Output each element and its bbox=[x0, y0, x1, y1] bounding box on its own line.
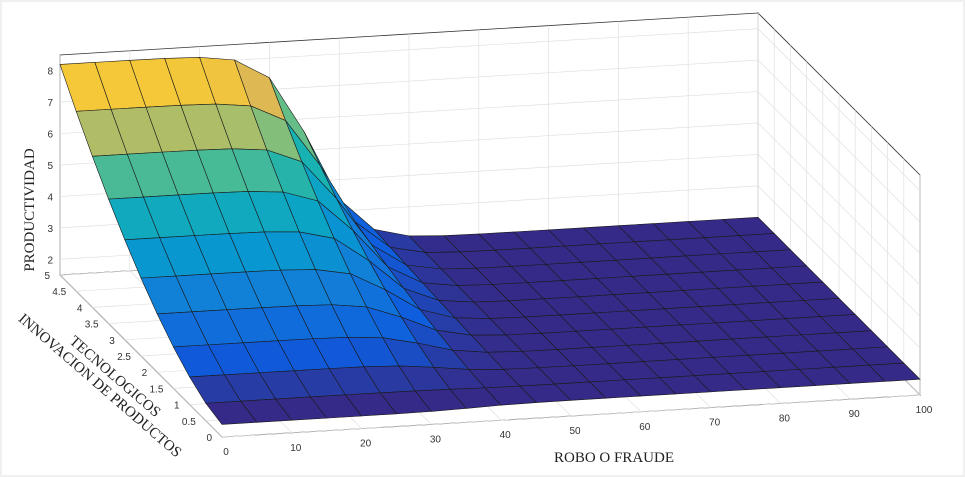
x-tick-label: 20 bbox=[360, 439, 372, 450]
y-tick-label: 3 bbox=[109, 336, 115, 347]
x-tick-label: 100 bbox=[916, 405, 933, 416]
z-tick-label: 6 bbox=[47, 130, 53, 141]
y-tick-label: 0.5 bbox=[182, 417, 196, 428]
x-tick-label: 40 bbox=[500, 430, 512, 441]
grid-line-z bbox=[59, 59, 921, 223]
grid-line-y bbox=[221, 175, 921, 438]
y-tick-label: 5 bbox=[44, 271, 50, 282]
y-tick-label: 2 bbox=[142, 368, 148, 379]
y-tick-label: 1.5 bbox=[149, 384, 163, 395]
z-tick-label: 3 bbox=[47, 224, 53, 235]
y-tick-label: 0 bbox=[206, 433, 212, 444]
y-tick-label: 2.5 bbox=[117, 352, 131, 363]
surface-mesh bbox=[59, 56, 921, 425]
x-axis-label: ROBO O FRAUDE bbox=[554, 450, 674, 466]
tick-labels: 0 10 20 30 40 50 60 70 80 90 10000.511.522.533.544… bbox=[44, 67, 932, 458]
x-tick-label: 60 bbox=[639, 422, 651, 433]
x-tick-label: 0 bbox=[223, 447, 229, 458]
y-tick-label: 4 bbox=[77, 303, 83, 314]
y-tick-label: 4.5 bbox=[52, 287, 66, 298]
x-tick-label: 30 bbox=[430, 434, 442, 445]
x-tick-label: 10 bbox=[290, 443, 302, 454]
x-tick-label: 90 bbox=[849, 409, 861, 420]
grid-line-z bbox=[59, 28, 921, 191]
y-tick-label: 1 bbox=[174, 401, 180, 412]
z-tick-label: 4 bbox=[47, 192, 53, 203]
surface-patch bbox=[868, 362, 921, 382]
z-tick-label: 7 bbox=[47, 98, 53, 109]
x-tick-label: 80 bbox=[779, 413, 791, 424]
z-tick-label: 5 bbox=[47, 161, 53, 172]
x-tick-label: 50 bbox=[569, 426, 581, 437]
z-tick-label: 8 bbox=[47, 67, 53, 78]
z-axis-label: PRODUCTIVIDAD bbox=[22, 148, 38, 272]
x-tick-label: 70 bbox=[709, 418, 721, 429]
z-tick-label: 2 bbox=[47, 255, 53, 266]
y-tick-label: 3.5 bbox=[85, 320, 99, 331]
